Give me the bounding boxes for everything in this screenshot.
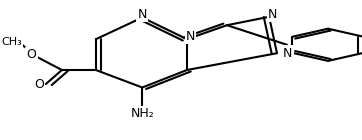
Text: N: N [138,8,147,21]
Text: O: O [34,78,44,90]
Text: N: N [268,8,277,20]
Text: O: O [27,48,37,61]
Text: N: N [186,30,195,43]
Text: CH₃: CH₃ [1,37,22,47]
Text: NH₂: NH₂ [130,107,154,120]
Text: N: N [283,47,292,60]
